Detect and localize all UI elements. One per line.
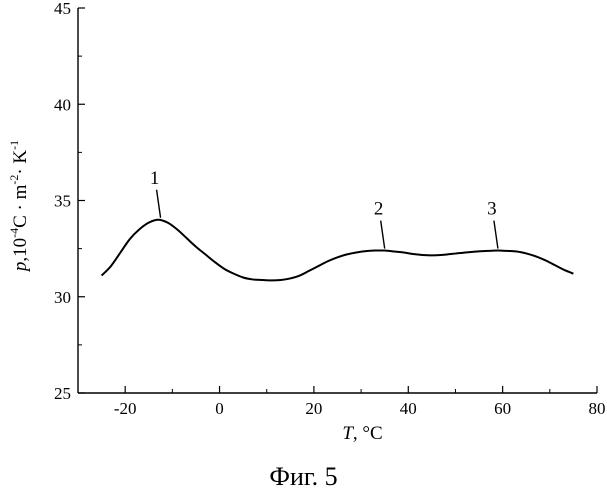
x-tick-label: 40 (400, 399, 417, 418)
chart-area: -20 0 20 40 60 80 25 30 35 40 45 1 2 3 T, °C p,10-4C … (0, 0, 607, 460)
figure-caption: Фиг. 5 (0, 462, 607, 492)
tick-marks (78, 8, 597, 393)
axes (78, 8, 597, 393)
annotation-label: 1 (150, 168, 160, 189)
y-tick-label: 30 (54, 288, 71, 307)
x-tick-label: 80 (589, 399, 606, 418)
y-axis-label: p,10-4C · m-2· K-1 (7, 140, 31, 273)
y-tick-label: 35 (54, 192, 71, 211)
tick-labels: -20 0 20 40 60 80 25 30 35 40 45 (54, 0, 606, 418)
x-tick-label: 20 (305, 399, 322, 418)
annotation-leader-line (381, 221, 385, 249)
x-tick-label: 0 (215, 399, 224, 418)
x-tick-label: 60 (494, 399, 511, 418)
x-axis-label: T, °C (342, 423, 382, 444)
pyro-curve-line (102, 220, 574, 281)
annotation-label: 3 (487, 199, 497, 220)
annotation-leader-line (494, 221, 498, 249)
y-tick-label: 45 (54, 0, 71, 18)
annotation-label: 2 (374, 199, 384, 220)
data-series (102, 220, 574, 281)
x-tick-label: -20 (114, 399, 137, 418)
y-tick-label: 25 (54, 384, 71, 403)
annotation-leader-line (157, 190, 161, 218)
annotations: 1 2 3 (150, 168, 498, 249)
y-tick-label: 40 (54, 95, 71, 114)
